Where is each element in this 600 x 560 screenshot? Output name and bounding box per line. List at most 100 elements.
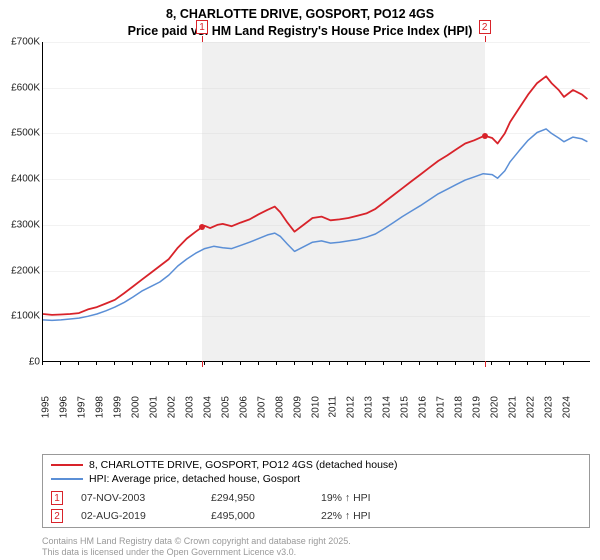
y-tick-label: £700K (0, 37, 40, 48)
x-tick-label: 2009 (292, 396, 303, 418)
x-tick-label: 2024 (562, 396, 573, 418)
x-tick-mark (60, 361, 61, 365)
x-tick-mark (437, 361, 438, 365)
chart-title: 8, CHARLOTTE DRIVE, GOSPORT, PO12 4GS Pr… (0, 0, 600, 40)
legend-label-hpi: HPI: Average price, detached house, Gosp… (89, 473, 300, 485)
legend-event-1: 1 07-NOV-2003 £294,950 19% ↑ HPI (51, 491, 581, 505)
title-line-2: Price paid vs. HM Land Registry's House … (0, 23, 600, 40)
x-tick-label: 1999 (112, 396, 123, 418)
x-tick-mark (276, 361, 277, 365)
x-tick-label: 2010 (310, 396, 321, 418)
x-tick-label: 2008 (274, 396, 285, 418)
event-tick-top (485, 36, 486, 42)
title-line-1: 8, CHARLOTTE DRIVE, GOSPORT, PO12 4GS (0, 6, 600, 23)
x-tick-label: 1995 (41, 396, 52, 418)
x-tick-mark (204, 361, 205, 365)
event-box-1: 1 (51, 491, 63, 505)
y-tick-label: £600K (0, 82, 40, 93)
event-pct-2: 22% ↑ HPI (321, 510, 371, 522)
x-tick-mark (473, 361, 474, 365)
x-tick-mark (186, 361, 187, 365)
x-tick-mark (258, 361, 259, 365)
x-tick-mark (168, 361, 169, 365)
x-tick-mark (491, 361, 492, 365)
x-tick-label: 2020 (490, 396, 501, 418)
x-tick-label: 2017 (436, 396, 447, 418)
x-tick-label: 2016 (418, 396, 429, 418)
x-tick-label: 2022 (526, 396, 537, 418)
x-tick-mark (401, 361, 402, 365)
x-tick-mark (563, 361, 564, 365)
event-tick-bottom (485, 361, 486, 367)
x-tick-mark (96, 361, 97, 365)
legend-label-price-paid: 8, CHARLOTTE DRIVE, GOSPORT, PO12 4GS (d… (89, 459, 398, 471)
series-price_paid (43, 76, 587, 315)
event-marker-1: 1 (196, 20, 208, 34)
x-tick-label: 1997 (76, 396, 87, 418)
x-tick-mark (132, 361, 133, 365)
legend-panel: 8, CHARLOTTE DRIVE, GOSPORT, PO12 4GS (d… (42, 454, 590, 528)
event-price-2: £495,000 (211, 510, 321, 522)
x-tick-label: 2004 (202, 396, 213, 418)
y-tick-label: £500K (0, 128, 40, 139)
x-tick-label: 2011 (328, 396, 339, 418)
x-tick-label: 2023 (544, 396, 555, 418)
x-tick-label: 2013 (364, 396, 375, 418)
chart: 12 £0£100K£200K£300K£400K£500K£600K£700K… (0, 42, 600, 412)
x-tick-mark (329, 361, 330, 365)
x-tick-label: 2002 (166, 396, 177, 418)
x-tick-label: 2000 (130, 396, 141, 418)
x-tick-label: 2015 (400, 396, 411, 418)
series-hpi (43, 129, 587, 321)
x-tick-mark (150, 361, 151, 365)
y-tick-label: £0 (0, 357, 40, 368)
legend-event-2: 2 02-AUG-2019 £495,000 22% ↑ HPI (51, 509, 581, 523)
legend-row-price-paid: 8, CHARLOTTE DRIVE, GOSPORT, PO12 4GS (d… (51, 459, 581, 471)
event-pct-1: 19% ↑ HPI (321, 492, 371, 504)
event-marker-2: 2 (479, 20, 491, 34)
legend-swatch-hpi (51, 478, 83, 480)
x-tick-mark (527, 361, 528, 365)
x-tick-mark (455, 361, 456, 365)
x-tick-label: 2021 (508, 396, 519, 418)
event-dot-2 (482, 133, 488, 139)
x-tick-label: 2006 (238, 396, 249, 418)
x-tick-mark (78, 361, 79, 365)
x-tick-mark (365, 361, 366, 365)
legend-row-hpi: HPI: Average price, detached house, Gosp… (51, 473, 581, 485)
x-tick-label: 2019 (472, 396, 483, 418)
legend-events: 1 07-NOV-2003 £294,950 19% ↑ HPI 2 02-AU… (43, 485, 589, 527)
x-tick-mark (294, 361, 295, 365)
x-tick-label: 2003 (184, 396, 195, 418)
y-tick-label: £200K (0, 265, 40, 276)
x-tick-mark (383, 361, 384, 365)
x-tick-label: 1998 (94, 396, 105, 418)
event-date-2: 02-AUG-2019 (81, 510, 211, 522)
event-tick-top (202, 36, 203, 42)
x-tick-mark (312, 361, 313, 365)
credits-line-1: Contains HM Land Registry data © Crown c… (42, 536, 351, 547)
credits-line-2: This data is licensed under the Open Gov… (42, 547, 351, 558)
y-tick-label: £400K (0, 174, 40, 185)
x-tick-label: 2001 (148, 396, 159, 418)
x-tick-label: 2005 (220, 396, 231, 418)
x-tick-mark (419, 361, 420, 365)
x-tick-mark (347, 361, 348, 365)
event-price-1: £294,950 (211, 492, 321, 504)
event-box-2: 2 (51, 509, 63, 523)
y-tick-label: £100K (0, 311, 40, 322)
line-layer (43, 42, 591, 362)
credits: Contains HM Land Registry data © Crown c… (42, 536, 351, 559)
x-tick-label: 2007 (256, 396, 267, 418)
x-tick-mark (509, 361, 510, 365)
x-tick-mark (240, 361, 241, 365)
x-tick-mark (222, 361, 223, 365)
x-tick-label: 2018 (454, 396, 465, 418)
event-dot-1 (199, 224, 205, 230)
y-tick-label: £300K (0, 219, 40, 230)
x-tick-label: 2014 (382, 396, 393, 418)
legend-series: 8, CHARLOTTE DRIVE, GOSPORT, PO12 4GS (d… (43, 455, 589, 485)
x-tick-mark (42, 361, 43, 365)
x-tick-mark (114, 361, 115, 365)
plot-area: 12 (42, 42, 590, 362)
